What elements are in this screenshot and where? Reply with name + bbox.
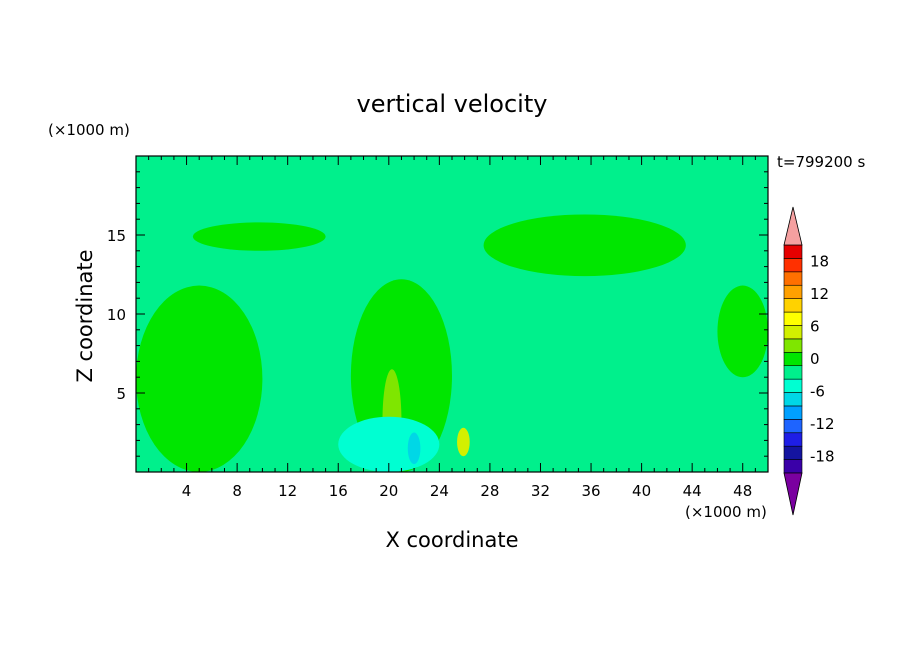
colorbar-band-4 (783, 405, 803, 420)
colorbar-band-1 (783, 445, 803, 460)
colorbar-band-16 (783, 244, 803, 259)
colorbar-band-6 (783, 378, 803, 393)
x-axis-label: X coordinate (385, 528, 518, 552)
x-tick-label-24: 24 (430, 482, 449, 500)
z-tick-label-5: 5 (116, 385, 126, 403)
field-region-3 (136, 285, 263, 472)
colorbar-band-3 (783, 419, 803, 434)
colorbar-band-7 (783, 365, 803, 380)
z-axis-ticks: 5 10 15 (107, 171, 768, 457)
colorbar-label-0: 0 (810, 350, 820, 368)
x-unit-label: (×1000 m) (685, 503, 767, 521)
field-region-10 (407, 432, 421, 465)
x-tick-label-28: 28 (480, 482, 499, 500)
colorbar-band-10 (783, 325, 803, 340)
x-tick-label-48: 48 (733, 482, 752, 500)
colorbar-label--6: -6 (810, 383, 825, 401)
x-tick-label-32: 32 (531, 482, 550, 500)
x-tick-label-12: 12 (278, 482, 297, 500)
colorbar-under-arrow (783, 472, 803, 516)
colorbar-band-5 (783, 392, 803, 407)
colorbar-label-12: 12 (810, 285, 829, 303)
colorbar-band-2 (783, 432, 803, 447)
field-region-5 (717, 285, 768, 378)
colorbar-band-0 (783, 459, 803, 474)
colorbar-band-13 (783, 284, 803, 299)
z-tick-label-15: 15 (107, 227, 126, 245)
x-tick-label-16: 16 (329, 482, 348, 500)
chart-title: vertical velocity (357, 90, 548, 118)
field-region-2 (483, 214, 686, 277)
colorbar-label--18: -18 (810, 448, 835, 466)
colorbar-band-15 (783, 258, 803, 273)
colorbar-band-14 (783, 271, 803, 286)
x-tick-label-20: 20 (379, 482, 398, 500)
colorbar-label-18: 18 (810, 252, 829, 270)
x-tick-label-40: 40 (632, 482, 651, 500)
colorbar-label-6: 6 (810, 317, 820, 335)
colorbar-label--12: -12 (810, 415, 835, 433)
field-region-1 (192, 222, 326, 251)
z-axis-label: Z coordinate (73, 249, 97, 382)
time-label: t=799200 s (777, 153, 865, 171)
colorbar: 18 12 6 0 -6 -12 -18 (783, 206, 835, 516)
z-unit-label: (×1000 m) (48, 121, 130, 139)
colorbar-over-arrow (783, 206, 803, 246)
field-region-8 (457, 427, 470, 457)
x-tick-label-4: 4 (182, 482, 192, 500)
x-tick-label-36: 36 (581, 482, 600, 500)
x-axis-ticks: 4 8 12 16 20 24 28 32 36 40 44 48 (148, 156, 756, 500)
velocity-field (136, 156, 768, 472)
colorbar-band-12 (783, 298, 803, 313)
colorbar-band-9 (783, 338, 803, 353)
x-tick-label-8: 8 (232, 482, 242, 500)
z-tick-label-10: 10 (107, 306, 126, 324)
colorbar-band-8 (783, 351, 803, 367)
colorbar-band-11 (783, 311, 803, 326)
x-tick-label-44: 44 (683, 482, 702, 500)
